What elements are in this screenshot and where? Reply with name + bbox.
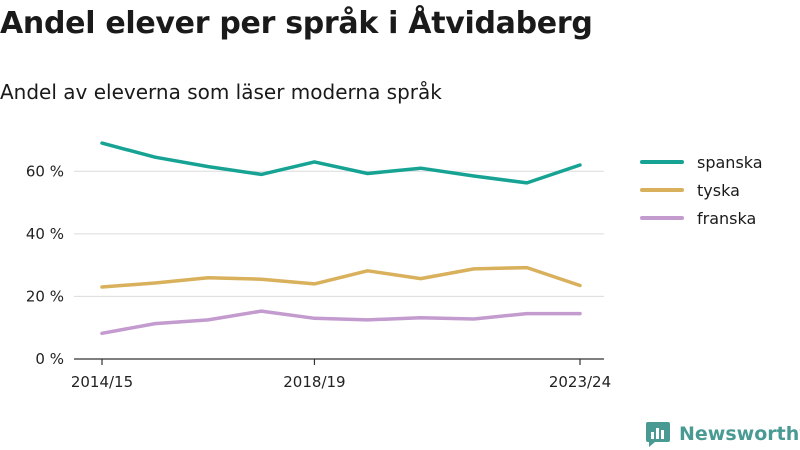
newsworthy-logo-icon (646, 422, 670, 447)
y-tick-label: 0 % (35, 350, 64, 368)
legend-swatch (640, 216, 684, 220)
legend-item-tyska: tyska (640, 176, 763, 204)
y-tick-label: 20 % (26, 287, 64, 305)
x-tick-label: 2023/24 (549, 373, 611, 391)
series-line-spanska (100, 141, 582, 185)
chart-title: Andel elever per språk i Åtvidaberg (0, 6, 593, 41)
legend-item-spanska: spanska (640, 148, 763, 176)
chart-subtitle: Andel av eleverna som läser moderna språ… (0, 80, 442, 104)
series-line-franska (100, 309, 582, 336)
newsworthy-brand: Newsworthy (645, 420, 800, 448)
chart-legend: spanska tyska franska (640, 148, 763, 232)
x-tick-label: 2014/15 (71, 373, 133, 391)
y-tick-label: 40 % (26, 225, 64, 243)
y-tick-label: 60 % (26, 162, 64, 180)
legend-label: spanska (697, 152, 763, 172)
brand-name: Newsworthy (679, 423, 800, 445)
x-tick-label: 2018/19 (283, 373, 345, 391)
legend-label: franska (697, 208, 757, 228)
series-line-tyska (100, 265, 582, 289)
legend-item-franska: franska (640, 204, 763, 232)
legend-swatch (640, 160, 684, 164)
legend-label: tyska (697, 180, 740, 200)
legend-swatch (640, 188, 684, 192)
